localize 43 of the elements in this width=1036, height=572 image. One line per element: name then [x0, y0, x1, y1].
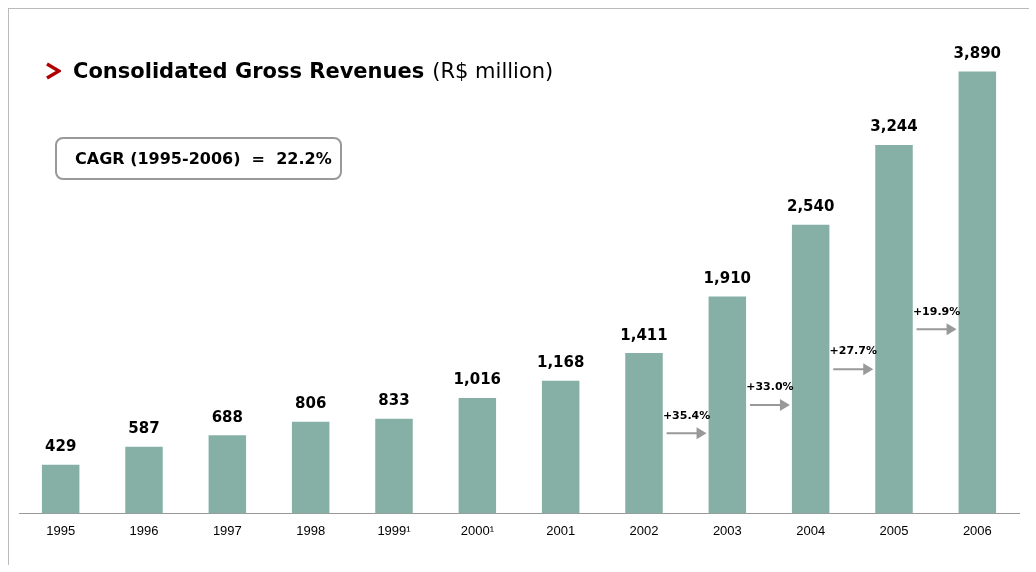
- data-label: 587: [128, 419, 160, 438]
- x-tick-label: 1999¹: [377, 522, 412, 538]
- bar: [958, 71, 997, 514]
- x-tick-label: 2000¹: [460, 522, 495, 538]
- chart-subtitle: (R$ million): [432, 59, 554, 83]
- x-tick-label: 2003: [712, 522, 742, 538]
- data-label: 429: [45, 437, 77, 456]
- x-tick-label: 1998: [296, 522, 326, 538]
- bar: [625, 353, 663, 514]
- annotation: +33.0%: [746, 380, 794, 394]
- x-tick-label: 2006: [962, 522, 992, 538]
- annotation: CAGR (1995-2006) = 22.2%: [55, 137, 342, 180]
- bar: [291, 421, 330, 514]
- annotation: +19.9%: [912, 304, 961, 318]
- bar: [541, 380, 580, 514]
- bar: [791, 224, 830, 514]
- x-tick-label: 2005: [879, 522, 909, 538]
- data-label: 1,910: [703, 268, 752, 287]
- data-label: 3,890: [953, 43, 1002, 62]
- x-tick-label: 2002: [629, 522, 659, 538]
- data-label: 1,411: [620, 325, 668, 344]
- bar: [875, 144, 913, 514]
- data-label: 3,244: [870, 117, 918, 136]
- chart-title: Consolidated Gross Revenues: [73, 59, 425, 83]
- data-label: 688: [211, 407, 243, 426]
- annotation: +27.7%: [829, 344, 877, 358]
- x-tick-label: 1996: [129, 522, 159, 538]
- bar: [41, 464, 80, 514]
- bar: [375, 418, 413, 514]
- data-label: 2,540: [786, 197, 835, 216]
- bar: [458, 397, 497, 514]
- bar: [208, 435, 247, 514]
- data-label: 806: [295, 394, 327, 413]
- bar: [125, 446, 163, 514]
- x-tick-label: 2004: [796, 522, 826, 538]
- x-tick-label: 1997: [212, 522, 242, 538]
- data-label: 1,016: [453, 370, 502, 389]
- x-tick-label: 1995: [46, 522, 76, 538]
- bar: [708, 296, 747, 514]
- data-label: 833: [378, 391, 410, 410]
- x-tick-label: 2001: [546, 522, 576, 538]
- annotation: +35.4%: [662, 408, 711, 422]
- data-label: 1,168: [536, 353, 585, 372]
